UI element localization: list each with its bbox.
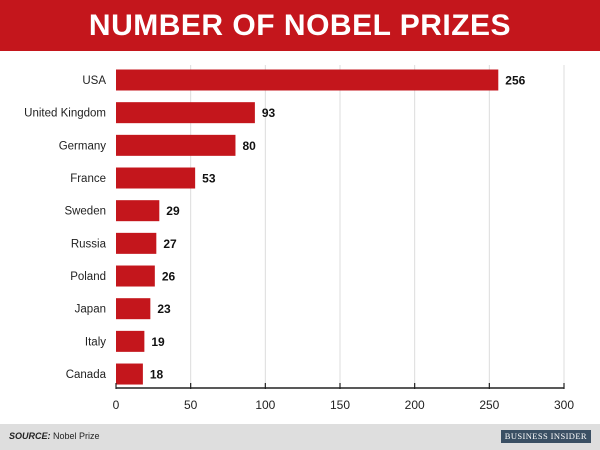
value-label-sweden: 29: [166, 204, 180, 218]
x-axis: 0 50 100 150 200 250 300: [113, 383, 574, 412]
bar-united-kingdom: [116, 102, 255, 124]
bars: [116, 69, 499, 385]
source-note: SOURCE: Nobel Prize: [9, 431, 100, 441]
category-label-canada: Canada: [66, 369, 107, 381]
category-label-sweden: Sweden: [64, 206, 106, 218]
category-label-united-kingdom: United Kingdom: [24, 108, 106, 120]
category-label-poland: Poland: [70, 271, 106, 283]
value-label-russia: 27: [163, 237, 177, 251]
bar-italy: [116, 330, 145, 352]
bar-poland: [116, 265, 155, 287]
value-label-japan: 23: [157, 302, 171, 316]
value-label-usa: 256: [505, 74, 525, 88]
x-tick-label-0: 0: [113, 398, 120, 412]
x-tick-label-200: 200: [405, 398, 425, 412]
bar-france: [116, 167, 196, 189]
x-tick-label-300: 300: [554, 398, 574, 412]
chart-title: NUMBER OF NOBEL PRIZES: [88, 8, 512, 42]
value-label-canada: 18: [150, 368, 164, 382]
value-label-france: 53: [202, 172, 216, 186]
title-bar: NUMBER OF NOBEL PRIZES: [0, 0, 600, 51]
bar-russia: [116, 232, 157, 254]
category-label-russia: Russia: [71, 238, 107, 250]
footer: SOURCE: Nobel Prize BUSINESS INSIDER: [0, 424, 600, 450]
grid-lines: [190, 65, 565, 388]
x-tick-label-250: 250: [479, 398, 499, 412]
bar-sweden: [116, 200, 160, 222]
value-label-united-kingdom: 93: [262, 106, 276, 120]
category-label-italy: Italy: [85, 336, 106, 348]
category-label-japan: Japan: [75, 304, 106, 316]
source-text: Nobel Prize: [53, 431, 100, 441]
value-label-italy: 19: [151, 335, 165, 349]
bar-chart: 0 50 100 150 200 250 300 USA 256 United Kingdom 9…: [24, 65, 574, 412]
category-label-germany: Germany: [59, 140, 107, 152]
x-tick-label-50: 50: [184, 398, 198, 412]
bar-usa: [116, 69, 499, 91]
value-label-germany: 80: [242, 139, 256, 153]
bar-japan: [116, 298, 151, 320]
bar-canada: [116, 363, 143, 385]
category-label-france: France: [70, 173, 106, 185]
labels: USA 256 United Kingdom 93 Germany 80 France 53 S…: [24, 74, 525, 382]
x-tick-label-150: 150: [330, 398, 350, 412]
source-label: SOURCE:: [9, 431, 51, 441]
value-label-poland: 26: [162, 270, 176, 284]
x-tick-label-100: 100: [255, 398, 275, 412]
business-insider-logo: BUSINESS INSIDER: [500, 430, 591, 443]
bar-germany: [116, 134, 236, 156]
category-label-usa: USA: [82, 75, 106, 87]
